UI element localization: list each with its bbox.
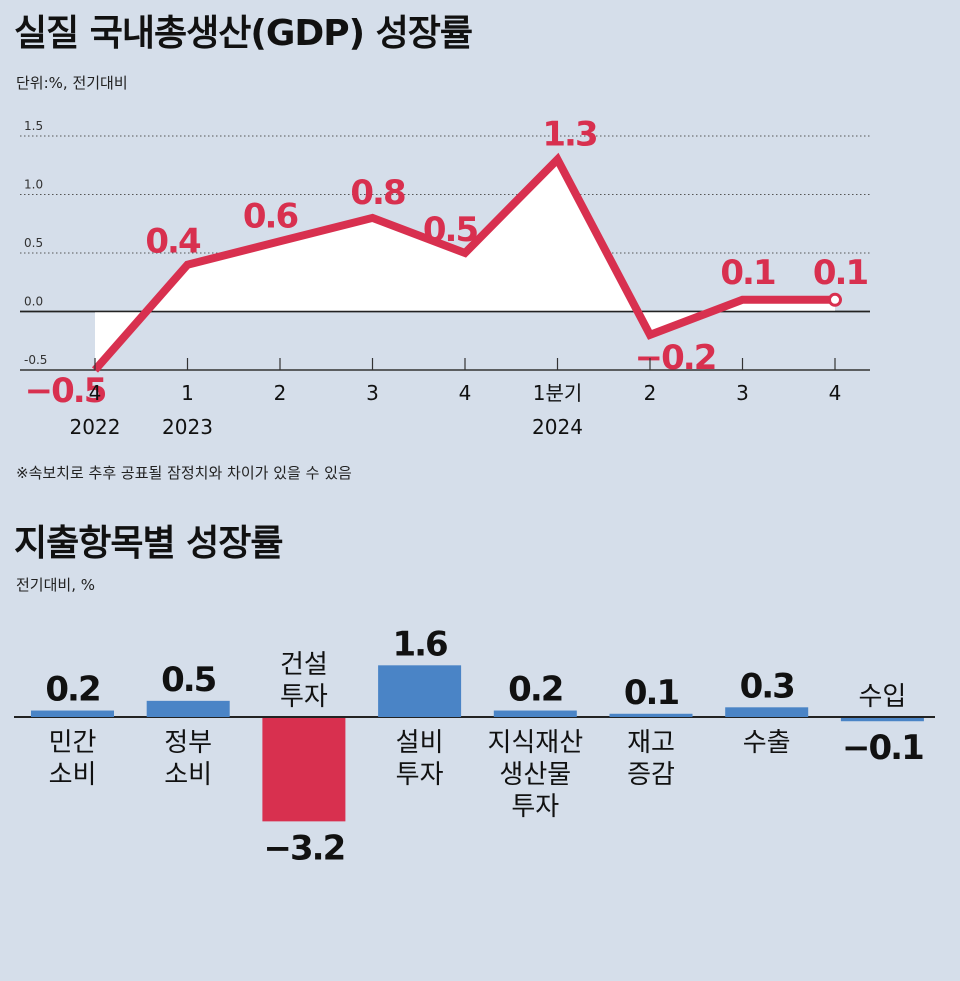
x-tick-label: 4 (829, 381, 842, 405)
category-label: 소비 (49, 760, 97, 790)
category-label: 재고 (627, 728, 675, 758)
data-label: −0.2 (635, 338, 716, 378)
year-label: 2024 (532, 415, 583, 439)
x-tick-label: 3 (366, 381, 379, 405)
line-chart-unit-note: 단위:%, 전기대비 (16, 74, 128, 92)
y-tick-label: 0.5 (24, 236, 43, 250)
x-tick-label: 3 (736, 381, 749, 405)
data-label: 0.5 (423, 210, 478, 250)
x-tick-label: 4 (89, 381, 102, 405)
bar (493, 710, 577, 717)
bar-value-label: 0.2 (45, 670, 99, 710)
category-label: 설비 (396, 728, 444, 758)
bar (725, 707, 809, 717)
series-end-point (828, 292, 842, 307)
bar-value-label: 0.5 (161, 660, 216, 700)
bar-value-label: −3.2 (264, 828, 345, 868)
y-tick-label: 0.0 (24, 295, 43, 309)
gdp-line-chart: 1.5 1.0 0.5 0.0 -0.5 −0.5 0.4 0.6 0.8 0.5 1.3 −0.2 0… (20, 114, 870, 439)
x-tick-label: 4 (459, 381, 472, 405)
data-label: 0.8 (350, 173, 405, 213)
year-label: 2023 (162, 415, 213, 439)
data-label: 0.1 (720, 253, 775, 293)
bar-value-label: 0.3 (740, 666, 794, 706)
category-label: 생산물 (499, 760, 571, 790)
category-label: 투자 (511, 792, 559, 822)
bar-value-label: 0.1 (624, 673, 679, 713)
category-label: 수입 (858, 682, 906, 712)
y-tick-label: -0.5 (24, 353, 47, 367)
x-tick-label: 2 (644, 381, 657, 405)
year-label: 2022 (70, 415, 121, 439)
x-tick-label: 1 (181, 381, 194, 405)
category-label: 건설 (280, 650, 328, 680)
category-label: 수출 (743, 728, 791, 758)
x-tick-label: 2 (274, 381, 287, 405)
bar (840, 718, 924, 722)
bar (31, 710, 114, 717)
x-tick-label: 1분기 (533, 381, 583, 405)
bar (146, 700, 230, 717)
y-tick-label: 1.5 (24, 119, 43, 133)
data-label: 1.3 (542, 114, 596, 154)
data-label: 0.4 (145, 222, 201, 262)
category-label: 증감 (627, 760, 675, 790)
data-label: −0.5 (25, 371, 106, 411)
category-label: 지식재산 (487, 728, 583, 758)
category-label: 정부 (164, 728, 212, 758)
bar-value-label: −0.1 (842, 728, 923, 768)
bar-chart-title: 지출항목별 성장률 (14, 523, 283, 564)
data-label: 0.6 (243, 196, 298, 236)
category-label: 민간 (49, 728, 97, 758)
line-chart-title: 실질 국내총생산(GDP) 성장률 (14, 13, 473, 54)
category-label: 투자 (396, 760, 444, 790)
bar (378, 665, 462, 717)
area-fill (95, 159, 835, 370)
data-label: 0.1 (813, 253, 868, 293)
bar-chart-unit-note: 전기대비, % (16, 576, 95, 594)
bar-value-label: 1.6 (392, 624, 447, 664)
category-label: 소비 (164, 760, 212, 790)
bar-value-label: 0.2 (508, 670, 562, 710)
y-tick-label: 1.0 (24, 178, 43, 192)
gdp-series-line (91, 152, 835, 373)
bar (609, 713, 693, 717)
bar (262, 718, 346, 822)
category-label: 투자 (280, 682, 328, 712)
line-chart-footnote: ※속보치로 추후 공표될 잠정치와 차이가 있을 수 있음 (16, 464, 352, 482)
